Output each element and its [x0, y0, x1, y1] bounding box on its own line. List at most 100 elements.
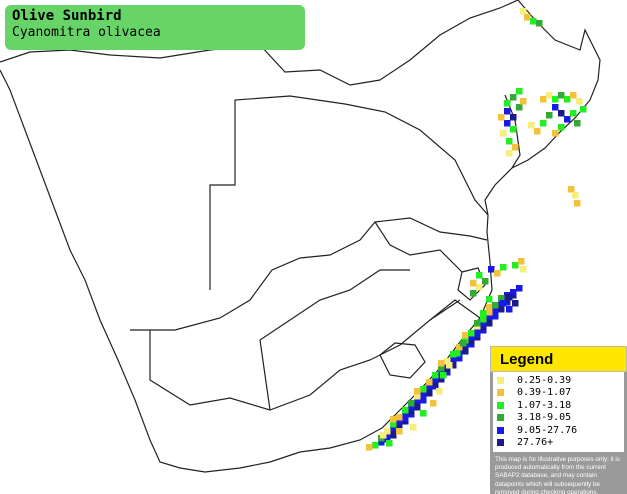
legend-item: 0.39-1.07: [493, 387, 624, 400]
legend-title: Legend: [490, 346, 627, 372]
cell: [574, 200, 581, 207]
cell: [516, 285, 523, 292]
cell: [390, 429, 397, 436]
cell: [414, 401, 421, 408]
legend-swatch: [497, 389, 504, 397]
cell: [396, 414, 403, 421]
cell: [384, 432, 391, 439]
cell: [528, 122, 535, 129]
legend-label: 1.07-3.18: [517, 399, 572, 411]
legend-items: 0.25-0.39 0.39-1.07 1.07-3.18 3.18-9.05 9.05…: [493, 372, 624, 452]
cell: [506, 150, 513, 157]
cell: [462, 332, 469, 339]
cell: [486, 296, 493, 303]
legend-label: 9.05-27.76: [517, 424, 578, 436]
cell: [558, 124, 565, 131]
cell: [492, 302, 499, 309]
cell: [402, 411, 409, 418]
title-box: Olive Sunbird Cyanomitra olivacea: [5, 5, 305, 50]
north-border: [0, 0, 519, 86]
cell: [468, 330, 475, 337]
cell: [450, 355, 457, 362]
cell: [408, 400, 415, 407]
legend-item: 1.07-3.18: [493, 399, 624, 412]
province-border: [149, 299, 461, 411]
cell: [504, 108, 511, 115]
cell: [420, 394, 427, 401]
cell: [378, 439, 385, 446]
legend-note: This map is for illustrative purposes on…: [495, 456, 620, 494]
cell: [482, 278, 489, 285]
cell: [390, 421, 397, 428]
cell: [520, 266, 527, 273]
cell: [426, 383, 433, 390]
legend-swatch: [497, 414, 504, 422]
cell: [576, 98, 583, 105]
legend-swatch: [497, 376, 504, 384]
cell: [454, 350, 461, 357]
cell: [384, 436, 391, 443]
cell: [476, 284, 483, 291]
cell: [520, 98, 527, 105]
cell: [510, 126, 517, 133]
cell: [386, 440, 393, 447]
legend-item: 27.76+: [493, 437, 624, 450]
cell: [546, 112, 553, 119]
legend-item: 3.18-9.05: [493, 412, 624, 425]
subtitle: Cyanomitra olivacea: [12, 25, 161, 40]
legend-label: 3.18-9.05: [517, 412, 572, 424]
cell: [492, 310, 499, 317]
province-border: [429, 299, 481, 321]
legend-swatch: [497, 426, 504, 434]
legend-label: 0.39-1.07: [517, 387, 572, 399]
cell: [438, 360, 445, 367]
cell: [510, 94, 517, 101]
title: Olive Sunbird: [12, 8, 122, 24]
cell: [570, 110, 577, 117]
cell: [486, 313, 493, 320]
cell: [444, 358, 451, 365]
cell: [444, 366, 451, 373]
cell: [486, 304, 493, 311]
cell: [372, 442, 379, 449]
cell: [510, 114, 517, 121]
cell: [474, 327, 481, 334]
cell: [494, 270, 501, 277]
cell: [430, 400, 437, 407]
mozambique-border: [504, 94, 521, 169]
cell: [396, 428, 403, 435]
cell: [512, 262, 519, 269]
cell: [390, 416, 397, 423]
cell: [486, 309, 493, 316]
cell: [480, 320, 487, 327]
cell: [432, 380, 439, 387]
cell: [506, 306, 513, 313]
cell: [480, 310, 487, 317]
cell: [572, 192, 579, 199]
cell: [480, 316, 487, 323]
cell: [414, 397, 421, 404]
cell: [432, 376, 439, 383]
cell: [580, 106, 587, 113]
cell: [480, 324, 487, 331]
legend-label: 0.25-0.39: [517, 374, 572, 386]
cell: [488, 266, 495, 273]
borders: [0, 0, 601, 473]
province-border: [374, 221, 463, 273]
cell: [552, 104, 559, 111]
cell: [510, 289, 517, 296]
cell: [474, 331, 481, 338]
cell: [438, 365, 445, 372]
cell: [440, 372, 447, 379]
cell: [500, 264, 507, 271]
cell: [468, 334, 475, 341]
cell: [432, 372, 439, 379]
cell: [408, 408, 415, 415]
cell: [564, 96, 571, 103]
eswatini: [457, 267, 486, 301]
cell: [426, 379, 433, 386]
cell: [498, 295, 505, 302]
cell: [498, 114, 505, 121]
cell: [420, 390, 427, 397]
cell: [396, 418, 403, 425]
